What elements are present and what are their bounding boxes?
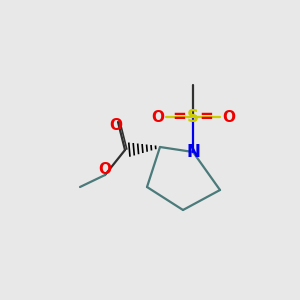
Text: O: O <box>222 110 235 124</box>
Text: S: S <box>187 108 199 126</box>
Text: O: O <box>151 110 164 124</box>
Text: =: = <box>200 108 213 126</box>
Text: =: = <box>172 108 186 126</box>
Text: O: O <box>98 162 112 177</box>
Text: O: O <box>110 118 122 133</box>
Text: N: N <box>186 143 200 161</box>
